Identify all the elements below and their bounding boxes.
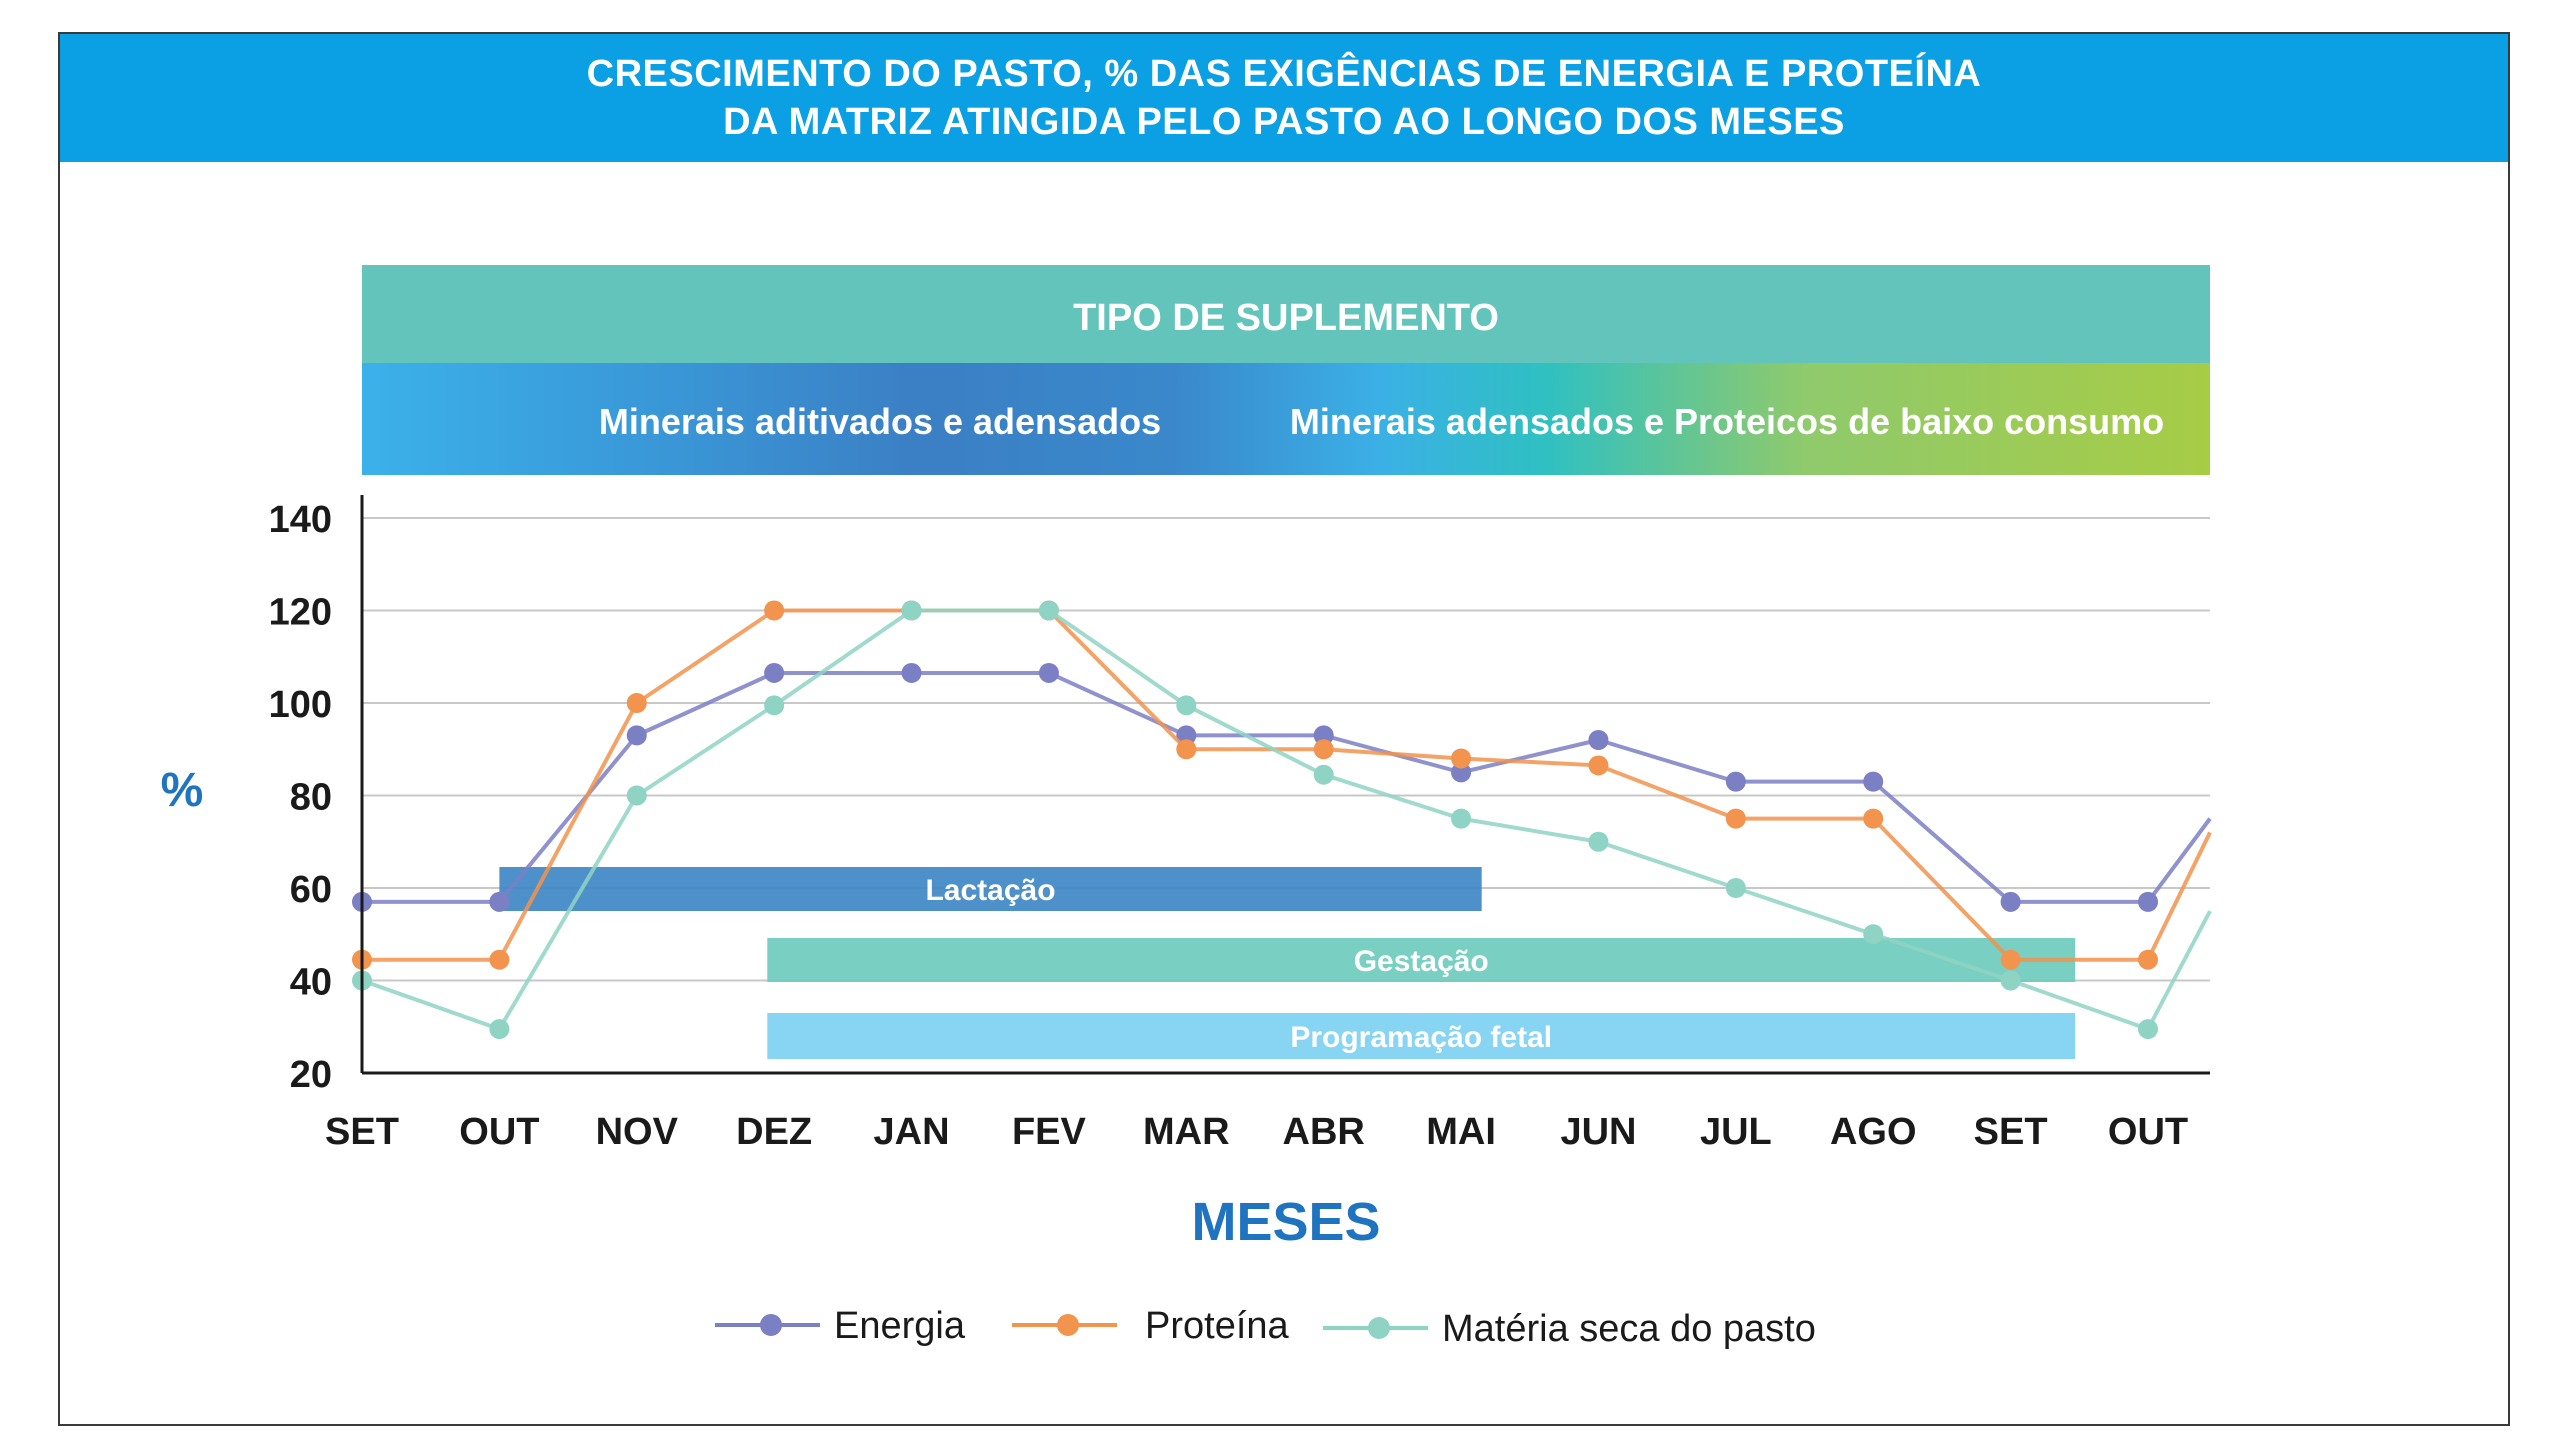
data-point [489, 949, 510, 970]
x-tick-label: MAR [1143, 1111, 1230, 1153]
data-point [901, 600, 922, 621]
data-point [489, 891, 510, 912]
data-point [626, 785, 647, 806]
y-tick-label: 140 [269, 499, 332, 541]
data-point [2000, 891, 2021, 912]
data-point [1588, 755, 1609, 776]
data-point [764, 662, 785, 683]
data-point [1451, 748, 1472, 769]
supplement-heading-bar [362, 265, 2210, 363]
x-tick-label: JUL [1700, 1111, 1772, 1153]
legend-label: Energia [834, 1305, 966, 1347]
legend-marker [760, 1314, 782, 1336]
y-tick-label: 100 [269, 684, 332, 726]
chart-title-line-2: DA MATRIZ ATINGIDA PELO PASTO AO LONGO D… [723, 101, 1845, 143]
x-tick-label: ABR [1283, 1111, 1365, 1153]
y-axis-label: % [161, 764, 204, 817]
supplement-left-label: Minerais aditivados e adensados [599, 401, 1161, 442]
data-point [1176, 695, 1197, 716]
chart-title-banner: CRESCIMENTO DO PASTO, % DAS EXIGÊNCIAS D… [60, 34, 2508, 162]
data-point [626, 725, 647, 746]
legend-label: Matéria seca do pasto [1442, 1308, 1816, 1350]
x-tick-label: SET [325, 1111, 399, 1153]
x-tick-label: OUT [459, 1111, 539, 1153]
legend-marker [1057, 1314, 1079, 1336]
x-tick-label: JAN [874, 1111, 950, 1153]
supplement-type-bar [362, 363, 2210, 475]
data-point [626, 693, 647, 713]
data-point [2000, 949, 2021, 970]
y-tick-label: 20 [290, 1054, 332, 1096]
data-point [1588, 730, 1609, 750]
data-point [1725, 878, 1746, 898]
legend: Energia Proteína Matéria seca do pasto [715, 1305, 1816, 1350]
x-tick-label: JUN [1560, 1111, 1636, 1153]
data-point [1313, 764, 1334, 785]
legend-marker [1368, 1317, 1390, 1339]
data-point [1863, 924, 1884, 945]
data-point [2138, 949, 2158, 970]
data-point [1176, 725, 1197, 746]
data-point [489, 1019, 510, 1040]
chart-title-line-1: CRESCIMENTO DO PASTO, % DAS EXIGÊNCIAS D… [586, 53, 1982, 95]
data-point [1038, 600, 1059, 621]
chart-frame [58, 32, 2510, 1426]
data-point [901, 662, 922, 683]
data-point [2000, 970, 2021, 991]
x-tick-label: SET [1974, 1111, 2048, 1153]
supplement-right-label: Minerais adensados e Proteicos de baixo … [1290, 401, 2164, 442]
x-tick-label: OUT [2108, 1111, 2188, 1153]
data-point [1313, 739, 1334, 760]
period-bar-label: Gestação [1354, 945, 1489, 978]
data-point [764, 600, 785, 621]
data-point [1863, 771, 1884, 792]
period-bar [767, 938, 2076, 982]
supplement-heading: TIPO DE SUPLEMENTO [1073, 297, 1499, 339]
data-point [1725, 771, 1746, 792]
data-point [1863, 808, 1884, 829]
data-point [764, 695, 785, 716]
x-tick-label: DEZ [736, 1111, 812, 1153]
data-point [2138, 891, 2158, 912]
y-tick-label: 60 [290, 869, 332, 911]
data-point [1588, 831, 1609, 852]
period-bar [767, 1013, 2076, 1059]
y-tick-label: 120 [269, 592, 332, 634]
axes: 20 40 60 80 100 120 140 SET OUT NOV DEZ JAN FEV MAR AB… [269, 495, 2210, 1153]
y-tick-label: 80 [290, 777, 332, 819]
period-bar-label: Lactação [925, 874, 1055, 907]
period-bar [499, 867, 1482, 911]
y-tick-label: 40 [290, 962, 332, 1004]
x-axis-label: MESES [1191, 1192, 1380, 1252]
x-tick-label: AGO [1830, 1111, 1917, 1153]
data-point [1725, 808, 1746, 829]
x-tick-label: FEV [1012, 1111, 1087, 1153]
x-tick-label: NOV [596, 1111, 679, 1153]
x-tick-label: MAI [1426, 1111, 1496, 1153]
data-point [1451, 762, 1472, 783]
data-point [1038, 662, 1059, 683]
data-point [1451, 808, 1472, 829]
period-bars: Lactação Gestação Programação fetal [499, 867, 2076, 1059]
data-point [1313, 725, 1334, 746]
legend-label: Proteína [1145, 1305, 1290, 1347]
series-lines [352, 600, 2212, 1040]
period-bar-label: Programação fetal [1290, 1021, 1552, 1054]
data-point [1176, 739, 1197, 760]
data-point [2138, 1019, 2158, 1040]
